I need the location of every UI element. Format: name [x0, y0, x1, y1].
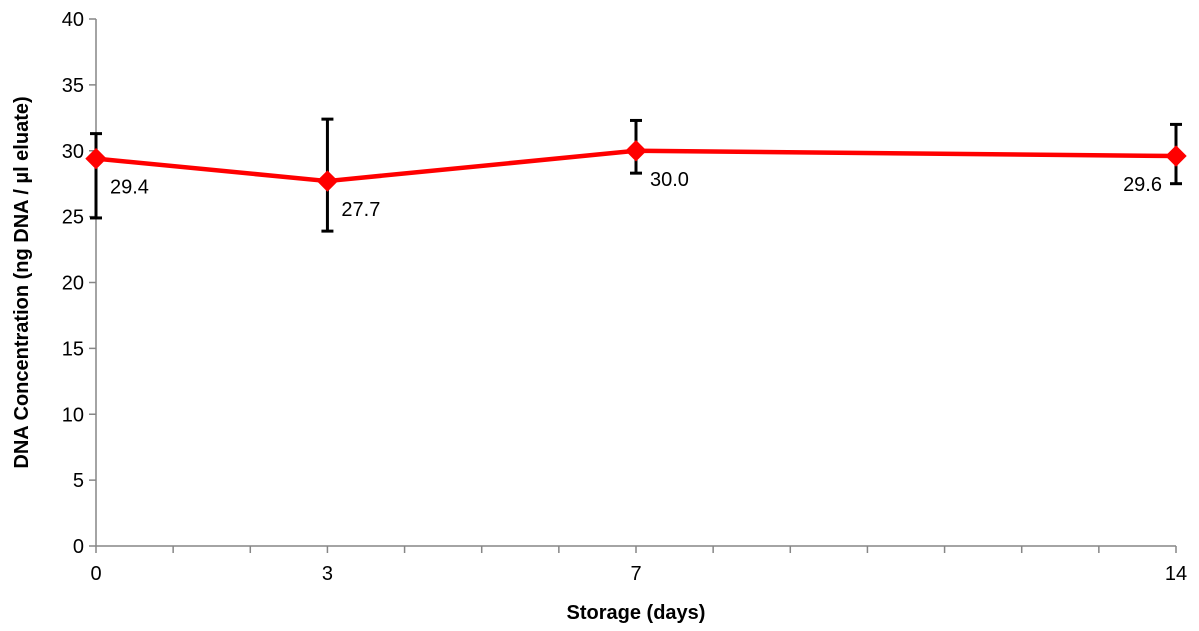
axes: 0 5 10 15 20 25 30 35 40 0 3 7 14: [62, 9, 1187, 585]
data-label: 30.0: [650, 169, 689, 191]
y-tick-label: 5: [73, 470, 84, 492]
y-tick-label: 30: [62, 141, 84, 163]
y-axis-ticks: 0 5 10 15 20 25 30 35 40: [62, 9, 96, 558]
data-point-marker: [316, 170, 339, 192]
y-tick-label: 35: [62, 75, 84, 97]
data-label: 29.6: [1123, 174, 1162, 196]
error-bar: [90, 132, 102, 220]
y-tick-label: 0: [73, 536, 84, 558]
y-tick-label: 40: [62, 9, 84, 31]
data-point-marker: [1165, 145, 1187, 167]
x-tick-label: 7: [630, 563, 641, 585]
data-point-marker: [85, 147, 107, 170]
y-axis-title: DNA Concentration (ng DNA / µl eluate): [11, 96, 33, 468]
y-tick-label: 20: [62, 273, 84, 295]
data-label: 29.4: [110, 177, 149, 199]
y-tick-label: 15: [62, 338, 84, 360]
series-line: [95, 148, 1177, 184]
x-tick-label: 0: [90, 563, 101, 585]
data-point-marker: [625, 140, 647, 162]
x-tick-label: 3: [322, 563, 333, 585]
y-tick-label: 10: [62, 404, 84, 426]
x-axis-title: Storage (days): [567, 602, 706, 624]
x-tick-label: 14: [1165, 563, 1187, 585]
x-axis-ticks: 0 3 7 14: [90, 546, 1187, 585]
data-label: 27.7: [341, 199, 380, 221]
plot-area: 29.4 27.7 30.0 29.6: [85, 117, 1187, 233]
y-tick-label: 25: [62, 207, 84, 229]
